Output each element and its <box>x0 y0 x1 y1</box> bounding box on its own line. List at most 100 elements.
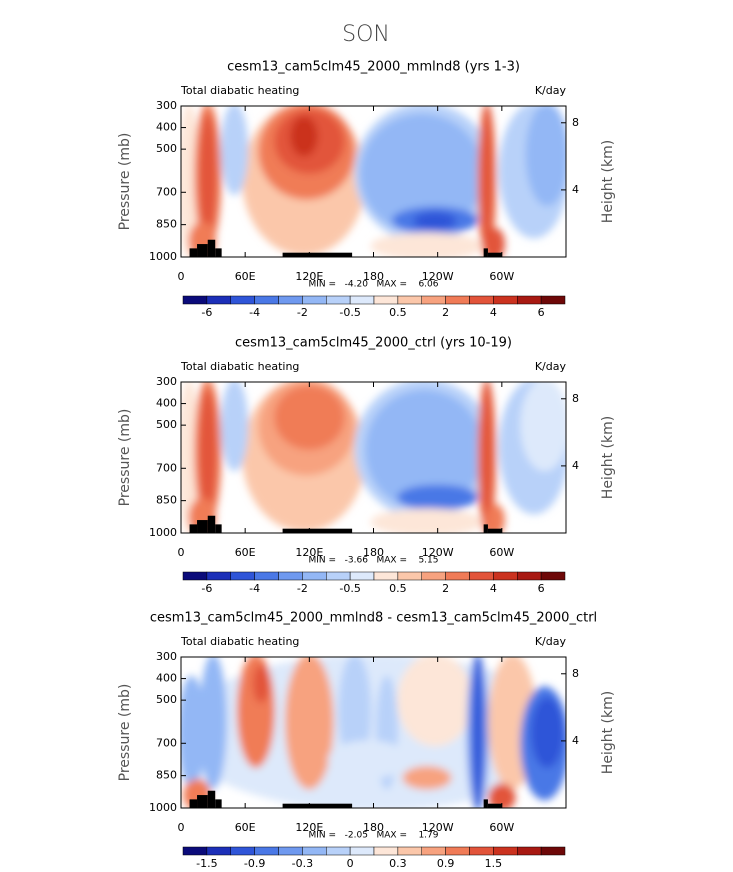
y-axis-label: Pressure (mb) <box>117 133 133 231</box>
stats: MIN = -3.66 MAX = 5.15 <box>309 556 439 566</box>
colorbar-label: -6 <box>201 306 212 319</box>
y-tick-label: 300 <box>156 99 177 112</box>
contour-region <box>365 389 484 511</box>
colorbar-swatch <box>182 846 208 856</box>
contour-region <box>199 389 217 515</box>
colorbar-swatch <box>493 846 518 856</box>
x-tick-label: 180 <box>363 546 384 559</box>
colorbar-swatch <box>278 295 303 305</box>
contour-region <box>284 657 334 790</box>
y-axis-label: Pressure (mb) <box>117 684 133 782</box>
colorbar-swatch <box>469 295 494 305</box>
colorbar-swatch <box>230 295 255 305</box>
colorbar-label: 0.3 <box>389 857 407 870</box>
contour-region <box>525 106 566 207</box>
panel-title: cesm13_cam5clm45_2000_mmlnd8 (yrs 1-3) <box>227 60 520 75</box>
panel-subtitle: Total diabatic heating <box>180 84 299 97</box>
y-tick-label: 1000 <box>149 801 177 814</box>
contour-region <box>220 382 249 472</box>
contour-region <box>181 106 201 257</box>
contour-region <box>181 675 206 790</box>
y2-tick-label: 8 <box>572 667 579 680</box>
units: K/day <box>535 635 567 648</box>
terrain <box>189 248 198 257</box>
colorbar-swatch <box>182 295 208 305</box>
contour-region <box>520 382 566 472</box>
colorbar-swatch <box>397 846 422 856</box>
colorbar-swatch <box>302 295 327 305</box>
y-tick-label: 1000 <box>149 526 177 539</box>
stats: MIN = -4.20 MAX = 6.06 <box>309 280 439 290</box>
y-tick-label: 400 <box>156 672 177 685</box>
panel-subtitle: Total diabatic heating <box>180 635 299 648</box>
terrain <box>207 515 216 533</box>
y-tick-label: 700 <box>156 185 177 198</box>
terrain <box>189 799 198 808</box>
y-tick-label: 500 <box>156 693 177 706</box>
y2-tick-label: 8 <box>572 392 579 405</box>
contour-region <box>290 115 318 157</box>
contour-region <box>486 228 505 257</box>
y-tick-label: 300 <box>156 375 177 388</box>
terrain <box>215 248 222 257</box>
x-tick-label: 0 <box>178 821 185 834</box>
colorbar-swatch <box>206 571 231 581</box>
colorbar-label: -4 <box>249 582 260 595</box>
y2-axis-label: Height (km) <box>600 416 616 499</box>
contour-region <box>480 106 494 256</box>
contour-region <box>402 766 452 790</box>
colorbar-swatch <box>302 846 327 856</box>
x-tick-label: 60E <box>235 546 256 559</box>
x-tick-label: 60W <box>489 821 514 834</box>
colorbar-swatch <box>326 846 351 856</box>
terrain <box>215 799 222 808</box>
y-tick-label: 500 <box>156 418 177 431</box>
contour-blobs <box>181 382 566 533</box>
y2-axis-label: Height (km) <box>600 691 616 774</box>
terrain <box>197 520 208 533</box>
colorbar-swatch <box>373 295 399 305</box>
y2-tick-label: 8 <box>572 116 579 129</box>
contour-region <box>397 484 479 511</box>
y-tick-label: 850 <box>156 218 177 231</box>
colorbar-label: -0.3 <box>292 857 313 870</box>
y-tick-label: 400 <box>156 397 177 410</box>
colorbar-label: 2 <box>442 582 449 595</box>
terrain <box>207 239 216 257</box>
colorbar-label: -6 <box>201 582 212 595</box>
terrain <box>487 528 502 533</box>
y-tick-label: 300 <box>156 650 177 663</box>
colorbar-swatch <box>469 846 494 856</box>
colorbar-swatch <box>493 571 518 581</box>
x-tick-label: 120W <box>422 821 454 834</box>
colorbar-swatch <box>254 295 279 305</box>
x-tick-label: 120W <box>422 270 454 283</box>
y-axis-label: Pressure (mb) <box>117 409 133 507</box>
terrain <box>189 524 198 533</box>
colorbar-label: 0.5 <box>389 306 407 319</box>
colorbar-label: 1.5 <box>485 857 503 870</box>
contour-field <box>181 657 566 808</box>
terrain <box>483 248 488 257</box>
colorbar-label: -4 <box>249 306 260 319</box>
contour-region <box>274 385 345 450</box>
x-tick-label: 60E <box>235 270 256 283</box>
colorbar-swatch <box>326 295 351 305</box>
colorbar-label: -1.5 <box>196 857 217 870</box>
terrain <box>215 524 222 533</box>
terrain <box>207 790 216 808</box>
panel-title: cesm13_cam5clm45_2000_ctrl (yrs 10-19) <box>235 336 512 351</box>
colorbar-label: 6 <box>538 582 545 595</box>
contour-region <box>370 232 484 257</box>
colorbar-label: 0.9 <box>437 857 455 870</box>
contour-region <box>488 783 516 808</box>
units: K/day <box>535 360 567 373</box>
contour-region <box>413 211 457 230</box>
colorbar-label: 0.5 <box>389 582 407 595</box>
x-tick-label: 60W <box>489 546 514 559</box>
colorbar-swatch <box>254 846 279 856</box>
contour-region <box>486 504 505 533</box>
colorbar-swatch <box>326 571 351 581</box>
y2-axis-label: Height (km) <box>600 140 616 223</box>
colorbar-label: 2 <box>442 306 449 319</box>
